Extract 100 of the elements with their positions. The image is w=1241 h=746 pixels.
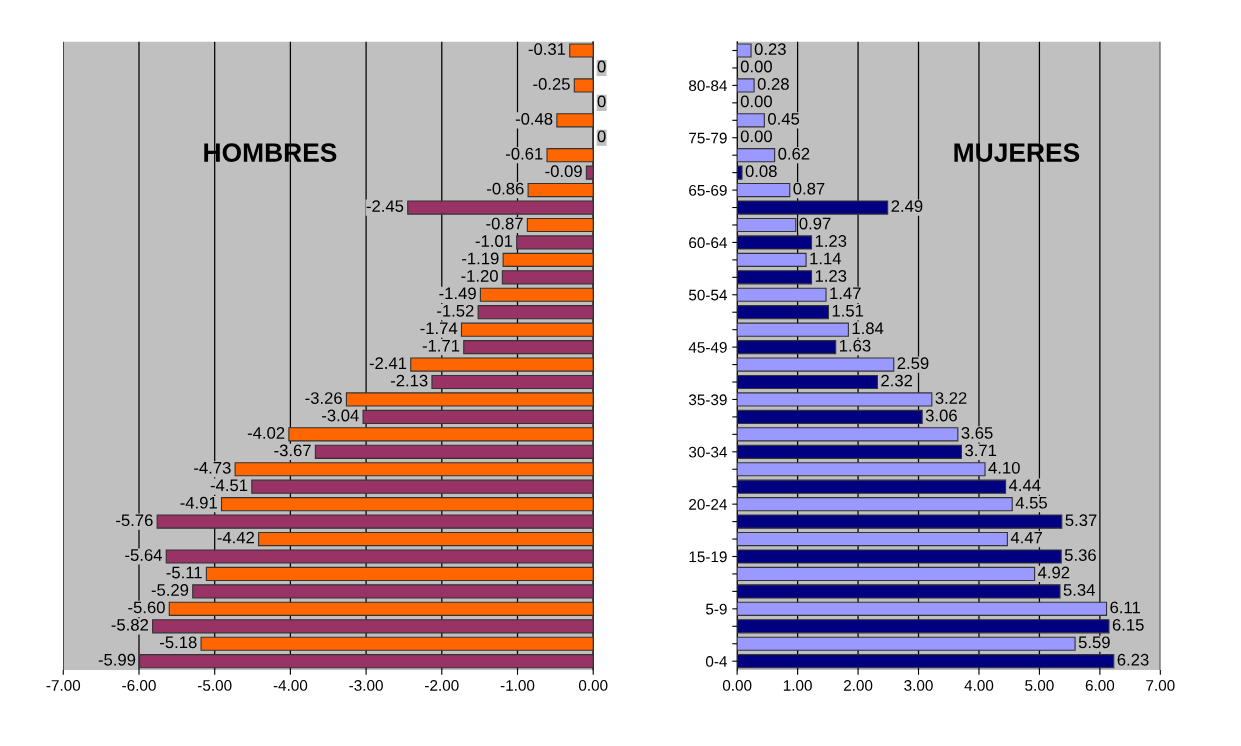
data-label: 2.32 bbox=[881, 374, 913, 387]
y-tick-label: 35-39 bbox=[688, 394, 727, 406]
data-label: -2.41 bbox=[369, 357, 407, 369]
data-label: 0.28 bbox=[757, 78, 789, 90]
data-label: 5.36 bbox=[1064, 549, 1096, 561]
data-label: 0.97 bbox=[799, 217, 831, 230]
data-label: 1.63 bbox=[839, 339, 871, 352]
data-label: 5.34 bbox=[1063, 584, 1095, 596]
bar bbox=[737, 165, 743, 180]
data-label: -1.19 bbox=[462, 252, 499, 265]
data-label: -2.45 bbox=[366, 200, 404, 213]
data-label: 0.87 bbox=[793, 182, 825, 195]
data-label: 4.92 bbox=[1038, 566, 1070, 579]
data-label: 0.45 bbox=[768, 112, 800, 125]
y-tick-label: 20-24 bbox=[689, 499, 727, 510]
data-label: -1.49 bbox=[439, 287, 476, 300]
data-label: -1.20 bbox=[461, 270, 498, 282]
data-label: -1.74 bbox=[420, 322, 458, 334]
x-tick-label: 1.00 bbox=[783, 680, 812, 691]
y-tick-label: 30-34 bbox=[688, 446, 727, 458]
y-tick-label: 75-79 bbox=[689, 132, 727, 144]
data-label: 0.00 bbox=[740, 60, 772, 73]
data-label: 5.37 bbox=[1065, 514, 1097, 527]
data-label: 1.23 bbox=[815, 235, 847, 247]
y-tick-label: 60-64 bbox=[689, 237, 727, 249]
y-tick-label: 0-4 bbox=[705, 656, 727, 667]
data-label: 4.44 bbox=[1008, 479, 1041, 492]
data-label: 0.23 bbox=[754, 43, 786, 55]
data-label: -4.02 bbox=[247, 427, 285, 439]
x-tick-label: 3.00 bbox=[904, 680, 933, 691]
data-label: -3.26 bbox=[305, 392, 342, 404]
data-label: 2.59 bbox=[897, 357, 929, 370]
data-label: 3.22 bbox=[935, 392, 967, 404]
data-label: -4.42 bbox=[217, 531, 254, 544]
bar bbox=[737, 340, 837, 355]
x-tick-label: 0.00 bbox=[578, 680, 608, 691]
data-label: -0.61 bbox=[505, 147, 543, 160]
data-label: 6.15 bbox=[1112, 618, 1144, 631]
bar bbox=[737, 427, 959, 442]
data-label: -0.31 bbox=[528, 43, 566, 55]
x-tick-label: 2.00 bbox=[843, 680, 873, 691]
data-label: 3.65 bbox=[961, 427, 993, 439]
data-label: -0.09 bbox=[545, 165, 582, 178]
data-label: 0.00 bbox=[740, 130, 772, 143]
bar bbox=[737, 287, 827, 302]
bar bbox=[737, 531, 1008, 547]
y-tick-label: 45-49 bbox=[688, 341, 727, 353]
data-label: 0 bbox=[597, 130, 606, 143]
data-label: -4.91 bbox=[180, 496, 217, 509]
bar bbox=[737, 601, 1108, 616]
data-label: -0.48 bbox=[515, 112, 553, 125]
data-label: -5.64 bbox=[125, 549, 162, 561]
y-tick-label: 15-19 bbox=[689, 551, 727, 563]
y-tick-label: 65-69 bbox=[689, 184, 727, 196]
data-label: 3.06 bbox=[925, 409, 957, 422]
data-label: 1.14 bbox=[810, 252, 842, 265]
x-tick-label: 4.00 bbox=[964, 680, 994, 691]
bar bbox=[737, 374, 878, 390]
y-tick-label: 80-84 bbox=[689, 80, 727, 92]
data-label: -2.13 bbox=[390, 374, 428, 387]
bar bbox=[737, 113, 765, 128]
data-label: 1.23 bbox=[815, 270, 847, 282]
bar bbox=[737, 305, 829, 320]
data-label: 0.08 bbox=[745, 165, 777, 178]
data-label: -0.25 bbox=[533, 78, 570, 90]
x-tick-label: 7.00 bbox=[1146, 680, 1175, 691]
data-label: 1.84 bbox=[852, 322, 884, 335]
bar bbox=[737, 217, 797, 233]
bar bbox=[737, 200, 889, 215]
data-label: 1.51 bbox=[832, 305, 864, 317]
bar bbox=[737, 252, 807, 267]
data-label: -3.04 bbox=[322, 409, 359, 422]
data-label: 0 bbox=[597, 95, 606, 108]
x-tick-label: 5.00 bbox=[1025, 680, 1054, 691]
data-label: -5.60 bbox=[128, 601, 165, 614]
x-tick-label: -4.00 bbox=[273, 680, 308, 691]
data-label: 0.00 bbox=[740, 95, 772, 108]
bar bbox=[737, 444, 962, 459]
data-label: -5.82 bbox=[111, 618, 148, 631]
data-label: 6.23 bbox=[1117, 653, 1149, 666]
bar bbox=[737, 497, 1013, 512]
data-label: -0.87 bbox=[486, 217, 523, 230]
data-label: -4.73 bbox=[194, 461, 231, 474]
data-label: 0 bbox=[597, 60, 606, 73]
x-tick-label: -2.00 bbox=[425, 680, 459, 691]
data-label: 0.62 bbox=[778, 147, 810, 160]
data-label: 2.49 bbox=[891, 200, 923, 213]
bar bbox=[737, 182, 791, 198]
data-label: 6.11 bbox=[1110, 601, 1140, 614]
x-tick-label: 6.00 bbox=[1085, 680, 1115, 691]
x-tick-label: -3.00 bbox=[349, 680, 383, 691]
y-tick-label: 5-9 bbox=[705, 603, 727, 615]
data-label: 4.10 bbox=[988, 461, 1020, 474]
data-label: -0.86 bbox=[487, 182, 524, 195]
x-tick-label: -1.00 bbox=[500, 680, 535, 691]
data-label: -5.11 bbox=[166, 566, 202, 579]
x-tick-label: -5.00 bbox=[197, 680, 232, 691]
data-label: -1.71 bbox=[422, 339, 460, 352]
bar bbox=[737, 479, 1007, 494]
x-tick-label: -7.00 bbox=[46, 680, 81, 691]
